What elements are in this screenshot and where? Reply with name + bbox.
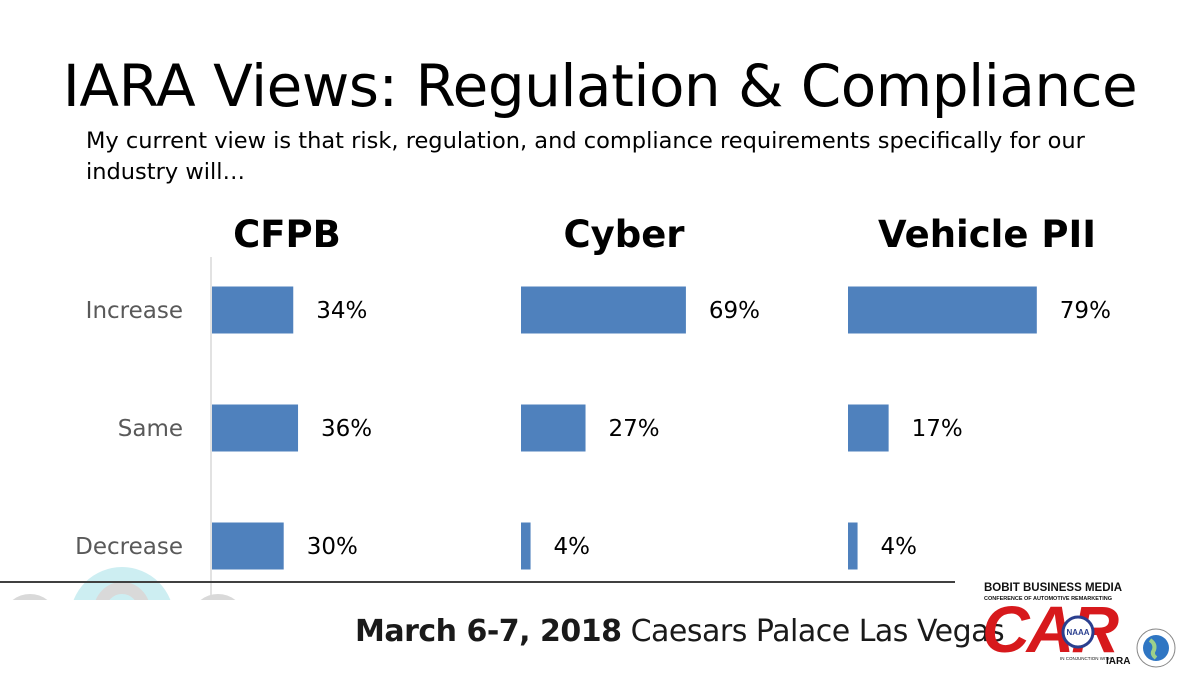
- bar: [848, 404, 889, 452]
- naaa-seal-icon: NAAA: [1061, 615, 1095, 649]
- slide-subtitle: My current view is that risk, regulation…: [86, 128, 1085, 185]
- data-label: 17%: [912, 416, 963, 442]
- charts-area: Increase Same Decrease CFPB 34% 36% 30% Cyber 69…: [12, 213, 1111, 600]
- logo-tagline: CONFERENCE OF AUTOMOTIVE REMARKETING: [984, 596, 1113, 602]
- data-label: 4%: [554, 534, 591, 560]
- logo-partner: IARA: [1106, 656, 1131, 667]
- footer-event: March 6-7, 2018 Caesars Palace Las Vegas: [355, 614, 1005, 649]
- data-label: 4%: [881, 534, 918, 560]
- bar: [848, 522, 858, 570]
- people-group-icon: [12, 567, 236, 600]
- chart-title: Vehicle PII: [878, 213, 1096, 256]
- footer-divider: [0, 581, 955, 583]
- bar: [521, 404, 586, 452]
- data-label: 36%: [321, 416, 372, 442]
- bar: [212, 404, 299, 452]
- category-label: Decrease: [75, 534, 183, 560]
- chart-title: Cyber: [563, 213, 685, 256]
- globe-icon: [1136, 628, 1176, 668]
- footer-date: March 6-7, 2018: [355, 614, 622, 649]
- logo-graphics: NAAA: [1061, 615, 1176, 668]
- bar: [521, 286, 686, 334]
- data-label: 30%: [307, 534, 358, 560]
- bar: [521, 522, 531, 570]
- bar: [848, 286, 1037, 334]
- category-label: Same: [118, 416, 183, 442]
- logo-name: CAR: [982, 592, 1119, 666]
- data-label: 27%: [609, 416, 660, 442]
- data-label: 34%: [316, 298, 367, 324]
- slide-title: IARA Views: Regulation & Compliance: [62, 52, 1138, 120]
- data-label: 69%: [709, 298, 760, 324]
- bar: [212, 286, 294, 334]
- data-label: 79%: [1060, 298, 1111, 324]
- logo-seal-text: NAAA: [1066, 628, 1089, 637]
- bar: [212, 522, 284, 570]
- category-label: Increase: [86, 298, 183, 324]
- chart-title: CFPB: [233, 213, 341, 256]
- logo-publisher: BOBIT BUSINESS MEDIA: [984, 582, 1123, 594]
- car-logo: BOBIT BUSINESS MEDIA CONFERENCE OF AUTOM…: [960, 582, 1185, 672]
- footer-venue: Caesars Palace Las Vegas: [630, 614, 1005, 649]
- logo-partner-note: IN CONJUNCTION WITH: [1060, 656, 1112, 661]
